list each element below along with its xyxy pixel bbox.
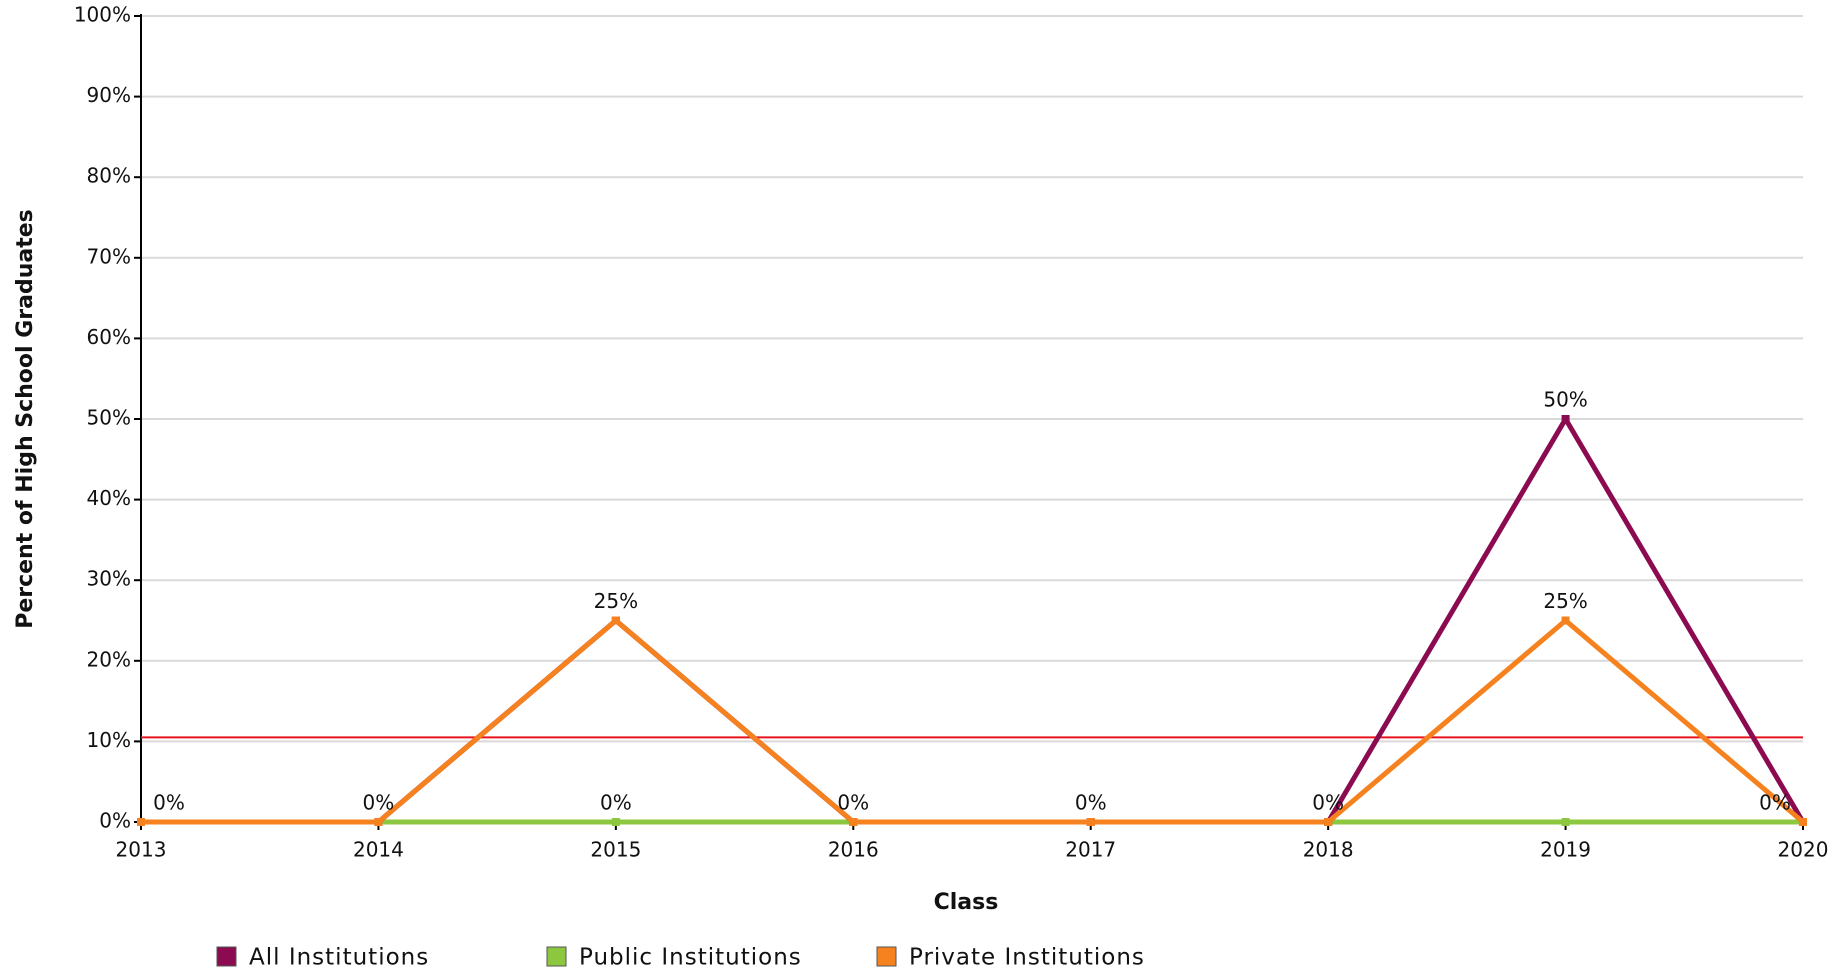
data-label: 0% — [1312, 791, 1344, 815]
series-line — [141, 416, 1806, 825]
y-tick-label: 90% — [87, 83, 131, 107]
point-marker — [1561, 616, 1570, 625]
legend-label: Private Institutions — [909, 945, 1145, 970]
x-tick-label: 2014 — [353, 838, 404, 862]
legend-swatch — [546, 946, 567, 967]
data-label: 50% — [1543, 388, 1587, 412]
point-marker — [374, 818, 383, 826]
data-label: 0% — [363, 791, 395, 815]
y-tick-label: 10% — [87, 728, 131, 752]
data-label: 0% — [1075, 791, 1107, 815]
data-label: 0% — [153, 791, 185, 815]
y-tick-label: 80% — [87, 164, 131, 188]
legend-label: Public Institutions — [579, 945, 802, 970]
y-axis-label: Percent of High School Graduates — [13, 209, 38, 629]
y-tick-label: 100% — [74, 3, 131, 27]
point-marker — [849, 818, 858, 826]
x-tick-label: 2018 — [1303, 838, 1354, 862]
legend-swatch — [216, 946, 237, 967]
point-marker — [1561, 818, 1570, 826]
point-marker — [1799, 818, 1807, 826]
point-marker — [1324, 818, 1333, 826]
x-tick-label: 2020 — [1778, 838, 1829, 862]
x-tick-label: 2015 — [590, 838, 641, 862]
y-tick-label: 20% — [87, 647, 131, 671]
point-marker — [611, 818, 620, 826]
data-label: 0% — [600, 791, 632, 815]
x-tick-label: 2019 — [1540, 838, 1591, 862]
point-marker — [1086, 818, 1095, 826]
x-tick-label: 2017 — [1065, 838, 1116, 862]
series-line — [141, 618, 1805, 825]
x-axis-label: Class — [934, 890, 999, 915]
point-marker — [137, 818, 145, 826]
data-label: 25% — [1543, 589, 1587, 613]
point-marker — [611, 616, 620, 625]
data-label: 25% — [594, 589, 638, 613]
x-tick-label: 2016 — [828, 838, 879, 862]
x-tick-label: 2013 — [116, 838, 167, 862]
point-marker — [1561, 415, 1570, 423]
data-label: 0% — [1759, 791, 1791, 815]
y-tick-label: 0% — [99, 809, 131, 833]
legend-swatch — [876, 946, 897, 967]
legend-label: All Institutions — [249, 945, 429, 970]
y-tick-label: 40% — [87, 486, 131, 510]
y-tick-label: 30% — [87, 567, 131, 591]
y-tick-label: 60% — [87, 325, 131, 349]
y-tick-label: 50% — [87, 406, 131, 430]
y-tick-label: 70% — [87, 244, 131, 268]
data-label: 0% — [837, 791, 869, 815]
